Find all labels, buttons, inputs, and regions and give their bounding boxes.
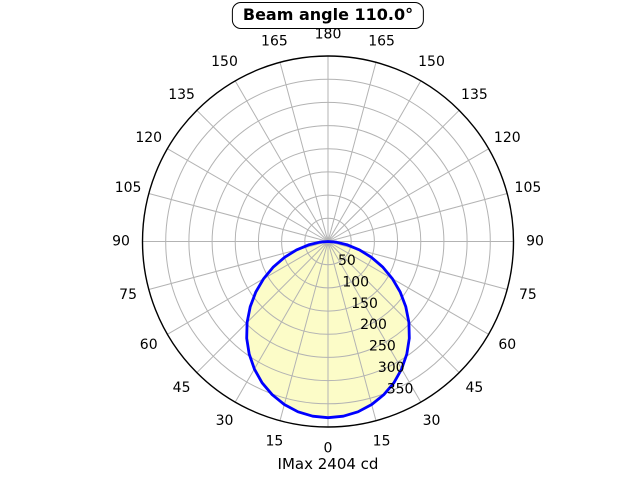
grid-spoke [167, 148, 329, 242]
grid-spoke [234, 80, 329, 242]
grid-spoke [196, 109, 329, 242]
angle-tick-label: 165 [368, 34, 395, 50]
angle-tick-label: 105 [115, 180, 142, 196]
grid-spoke [196, 241, 329, 374]
grid-spoke [327, 62, 377, 242]
grid-spoke [234, 241, 329, 403]
angle-tick-label: 60 [140, 337, 158, 353]
beam-curve [245, 240, 411, 420]
angle-tick-label: 120 [135, 130, 162, 146]
angle-tick-label: 75 [119, 287, 137, 303]
grid-spoke [327, 241, 377, 421]
outer-circle [141, 55, 515, 428]
angle-tick-label: 30 [216, 413, 234, 429]
radial-tick-label: 300 [378, 360, 405, 376]
grid-spoke [148, 193, 329, 242]
radial-tick-label: 50 [338, 253, 356, 269]
angle-tick-label: 0 [324, 441, 333, 457]
angle-tick-label: 90 [112, 234, 130, 250]
angle-tick-label: 90 [526, 234, 544, 250]
grid-spoke [327, 193, 508, 242]
radial-tick-label: 350 [387, 382, 414, 398]
grid-spoke [327, 80, 422, 242]
radial-tick-label: 250 [369, 339, 396, 355]
grid-spoke [327, 241, 460, 374]
angle-tick-label: 75 [519, 287, 537, 303]
angle-tick-label: 180 [315, 27, 342, 43]
angle-tick-label: 45 [465, 380, 483, 396]
angle-tick-label: 30 [423, 413, 441, 429]
imax-label: IMax 2404 cd [277, 455, 379, 473]
grid-spoke [279, 62, 329, 242]
angle-tick-label: 165 [261, 34, 288, 50]
angle-tick-label: 150 [418, 54, 445, 70]
angle-tick-label: 120 [494, 130, 521, 146]
angle-tick-label: 150 [211, 54, 238, 70]
radial-tick-label: 150 [351, 296, 378, 312]
chart-title-box: Beam angle 110.0° [231, 2, 425, 29]
angle-tick-label: 15 [373, 433, 391, 449]
angle-tick-label: 135 [168, 87, 195, 103]
angle-tick-label: 135 [461, 87, 488, 103]
chart-title: Beam angle 110.0° [242, 5, 414, 24]
radial-tick-label: 100 [342, 274, 369, 290]
grid-spoke [327, 241, 489, 335]
angle-tick-label: 60 [498, 337, 516, 353]
angle-tick-label: 105 [515, 180, 542, 196]
grid-spoke [327, 148, 489, 242]
grid-spoke [327, 109, 460, 242]
grid-spoke [167, 241, 329, 335]
grid-spoke [327, 241, 422, 403]
radial-tick-label: 200 [360, 317, 387, 333]
angle-tick-label: 45 [173, 380, 191, 396]
grid-spoke [279, 241, 329, 421]
angle-tick-label: 15 [265, 433, 283, 449]
